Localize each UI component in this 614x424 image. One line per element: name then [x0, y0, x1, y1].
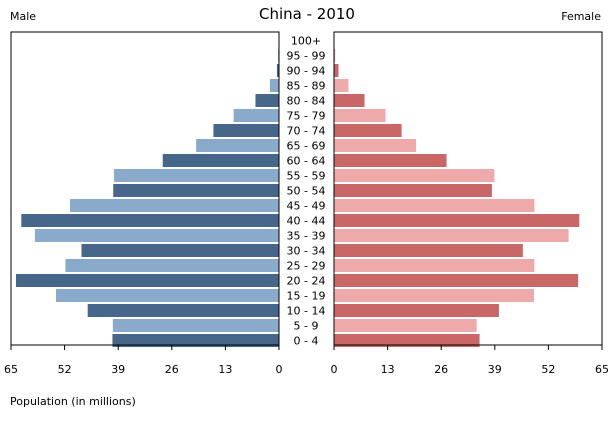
male-bar [269, 79, 279, 92]
female-bar [334, 49, 336, 62]
male-label: Male [10, 10, 36, 23]
male-bar [69, 199, 280, 212]
x-axis-label: Population (in millions) [10, 395, 136, 408]
male-axis-ticks: 65 52 39 26 13 0 [4, 345, 283, 376]
age-group-label: 80 - 84 [287, 95, 326, 108]
age-group-label: 75 - 79 [287, 110, 326, 123]
male-bar [255, 94, 279, 107]
age-group-label: 40 - 44 [287, 215, 326, 228]
male-tick-label: 52 [58, 363, 72, 376]
female-bar [334, 79, 349, 92]
male-tick-label: 0 [276, 363, 283, 376]
age-group-label: 55 - 59 [287, 170, 326, 183]
age-group-label: 50 - 54 [287, 185, 326, 198]
age-group-label: 0 - 4 [294, 335, 319, 348]
female-bar [334, 244, 523, 257]
female-tick-label: 26 [434, 363, 448, 376]
female-bar [334, 109, 386, 122]
male-bar [114, 169, 279, 182]
female-bar [334, 169, 495, 182]
female-axis-ticks: 0 13 26 39 52 65 [331, 345, 609, 376]
female-plot-frame [333, 31, 603, 346]
age-group-label: 5 - 9 [294, 320, 319, 333]
age-group-label: 45 - 49 [287, 200, 326, 213]
age-group-label: 95 - 99 [287, 50, 326, 63]
male-bar [196, 139, 279, 152]
age-group-label: 100+ [291, 35, 321, 48]
female-tick-label: 52 [541, 363, 555, 376]
male-bar [112, 334, 279, 347]
age-group-label: 85 - 89 [287, 80, 326, 93]
age-group-label: 10 - 14 [287, 305, 326, 318]
age-group-label: 20 - 24 [287, 275, 326, 288]
female-bar [334, 289, 534, 302]
male-bar [34, 229, 279, 242]
female-bar [334, 94, 365, 107]
age-group-labels: 100+ 95 - 99 90 - 94 85 - 89 80 - 84 75 - 79 7… [287, 35, 326, 348]
female-bar [334, 199, 535, 212]
male-tick-label: 65 [4, 363, 18, 376]
female-tick-label: 13 [381, 363, 395, 376]
female-tick-label: 65 [595, 363, 609, 376]
female-bar [334, 259, 535, 272]
female-bar [334, 229, 569, 242]
female-bar [334, 304, 499, 317]
female-bar [334, 64, 339, 77]
male-bar [81, 244, 280, 257]
age-group-label: 65 - 69 [287, 140, 326, 153]
male-bar [276, 64, 279, 77]
female-bar [334, 154, 447, 167]
female-tick-label: 39 [488, 363, 502, 376]
age-group-label: 90 - 94 [287, 65, 326, 78]
male-bar [21, 214, 280, 227]
male-tick-label: 26 [165, 363, 179, 376]
male-tick-label: 13 [218, 363, 232, 376]
age-group-label: 30 - 34 [287, 245, 326, 258]
age-group-label: 60 - 64 [287, 155, 326, 168]
female-bar [334, 274, 579, 287]
male-tick-label: 39 [111, 363, 125, 376]
male-bar [162, 154, 279, 167]
female-bar [334, 184, 492, 197]
female-label: Female [561, 10, 601, 23]
male-plot-frame [10, 31, 280, 346]
female-bar [334, 334, 480, 347]
female-tick-label: 0 [331, 363, 338, 376]
age-group-label: 15 - 19 [287, 290, 326, 303]
male-bar [112, 319, 279, 332]
female-bar [334, 319, 477, 332]
age-group-label: 35 - 39 [287, 230, 326, 243]
male-bar [113, 184, 279, 197]
age-group-label: 70 - 74 [287, 125, 326, 138]
female-bar [334, 139, 417, 152]
female-bar [334, 214, 580, 227]
male-bar [55, 289, 279, 302]
male-bar [233, 109, 279, 122]
male-bar [87, 304, 279, 317]
male-bar [213, 124, 279, 137]
chart-title: China - 2010 [259, 5, 355, 23]
female-bars [334, 34, 580, 347]
male-bar [65, 259, 279, 272]
male-bar [15, 274, 279, 287]
male-bars [15, 34, 280, 347]
age-group-label: 25 - 29 [287, 260, 326, 273]
female-bar [334, 124, 402, 137]
